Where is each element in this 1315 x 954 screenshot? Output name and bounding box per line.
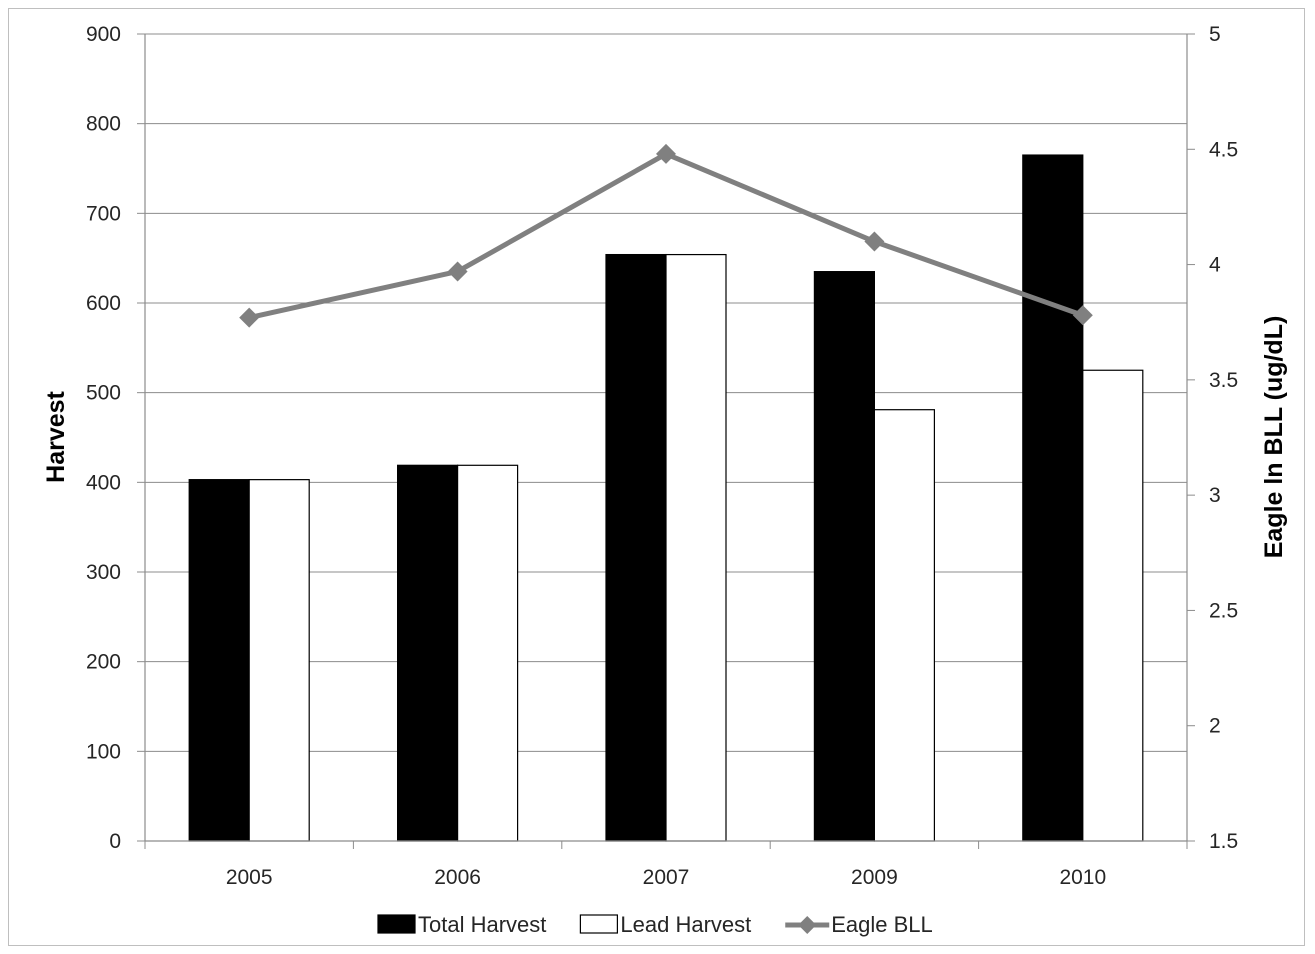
bar bbox=[1083, 370, 1143, 841]
data-point bbox=[656, 144, 676, 164]
y2-tick-label: 2 bbox=[1209, 715, 1221, 738]
bar bbox=[458, 465, 518, 841]
y-tick-label: 200 bbox=[86, 651, 121, 674]
y-tick-label: 700 bbox=[86, 202, 121, 225]
data-point bbox=[448, 261, 468, 281]
y2-tick-label: 4 bbox=[1209, 254, 1221, 277]
y-tick-label: 100 bbox=[86, 740, 121, 763]
bar bbox=[606, 255, 666, 841]
data-point bbox=[864, 232, 884, 252]
y-tick-label: 300 bbox=[86, 561, 121, 584]
y-tick-label: 900 bbox=[86, 23, 121, 46]
y-tick-label: 800 bbox=[86, 113, 121, 136]
y-tick-label: 400 bbox=[86, 471, 121, 494]
legend-swatch bbox=[580, 915, 617, 933]
y-tick-label: 500 bbox=[86, 382, 121, 405]
bar bbox=[874, 410, 934, 841]
bar bbox=[189, 480, 249, 841]
legend-swatch bbox=[378, 915, 415, 933]
legend-marker bbox=[798, 916, 816, 934]
bar bbox=[1023, 155, 1083, 841]
legend-label: Lead Harvest bbox=[620, 912, 751, 937]
x-tick-label: 2006 bbox=[434, 866, 481, 889]
legend: Total Harvest Lead Harvest Eagle BLL bbox=[378, 912, 933, 937]
bar bbox=[666, 255, 726, 841]
y2-tick-label: 3 bbox=[1209, 484, 1221, 507]
bar bbox=[398, 465, 458, 841]
x-tick-label: 2010 bbox=[1059, 866, 1106, 889]
y2-axis-title: Eagle ln BLL (ug/dL) bbox=[1260, 316, 1288, 559]
x-tick-label: 2007 bbox=[643, 866, 690, 889]
y-tick-label: 0 bbox=[109, 830, 121, 853]
y-tick-label: 600 bbox=[86, 292, 121, 315]
y2-tick-label: 4.5 bbox=[1209, 138, 1238, 161]
y2-tick-label: 5 bbox=[1209, 23, 1221, 46]
x-tick-label: 2009 bbox=[851, 866, 898, 889]
y2-tick-label: 3.5 bbox=[1209, 369, 1238, 392]
bar bbox=[249, 480, 309, 841]
bars bbox=[189, 155, 1143, 841]
y2-tick-label: 2.5 bbox=[1209, 599, 1238, 622]
legend-label: Eagle BLL bbox=[831, 912, 933, 937]
y-axis-title: Harvest bbox=[42, 390, 70, 482]
y2-tick-label: 1.5 bbox=[1209, 830, 1238, 853]
data-point bbox=[239, 308, 259, 328]
x-tick-label: 2005 bbox=[226, 866, 273, 889]
legend-label: Total Harvest bbox=[418, 912, 546, 937]
bar bbox=[814, 272, 874, 841]
